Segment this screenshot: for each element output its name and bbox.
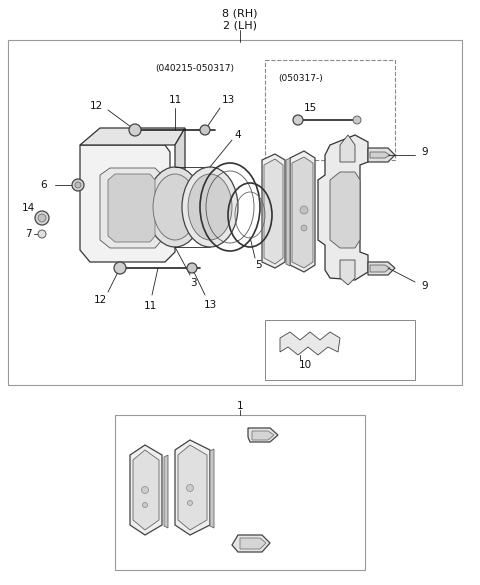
- Text: 10: 10: [299, 360, 312, 370]
- Polygon shape: [368, 262, 395, 275]
- Text: 3: 3: [190, 278, 196, 288]
- Polygon shape: [130, 445, 162, 535]
- Text: 1: 1: [237, 401, 243, 411]
- Bar: [8, 40, 462, 385]
- Circle shape: [187, 263, 197, 273]
- Bar: [265, 320, 415, 380]
- Polygon shape: [133, 450, 159, 530]
- Polygon shape: [340, 135, 355, 162]
- Text: 2 (LH): 2 (LH): [223, 21, 257, 31]
- Polygon shape: [240, 538, 266, 549]
- Text: 11: 11: [168, 95, 181, 105]
- Polygon shape: [164, 455, 168, 528]
- Polygon shape: [290, 151, 315, 272]
- Text: (050317-): (050317-): [278, 74, 323, 82]
- Circle shape: [187, 484, 193, 491]
- Ellipse shape: [147, 167, 203, 247]
- Text: 12: 12: [89, 101, 103, 111]
- Text: 11: 11: [144, 301, 156, 311]
- Ellipse shape: [153, 174, 197, 240]
- Circle shape: [143, 503, 147, 508]
- Polygon shape: [370, 152, 390, 158]
- Polygon shape: [264, 159, 283, 264]
- Polygon shape: [108, 174, 155, 242]
- Circle shape: [301, 225, 307, 231]
- Text: 4: 4: [235, 130, 241, 140]
- Text: 13: 13: [204, 300, 216, 310]
- Text: 6: 6: [41, 180, 48, 190]
- Circle shape: [142, 487, 148, 494]
- Polygon shape: [175, 128, 185, 208]
- Text: 9: 9: [422, 147, 428, 157]
- Text: 5: 5: [255, 260, 261, 270]
- Bar: [265, 60, 395, 160]
- Polygon shape: [340, 260, 355, 285]
- Polygon shape: [80, 145, 175, 262]
- Polygon shape: [232, 535, 270, 552]
- Polygon shape: [286, 158, 290, 266]
- Text: 14: 14: [22, 203, 35, 213]
- Polygon shape: [80, 128, 185, 145]
- Circle shape: [129, 124, 141, 136]
- Circle shape: [75, 182, 81, 188]
- Circle shape: [38, 230, 46, 238]
- Polygon shape: [210, 449, 214, 528]
- Polygon shape: [100, 168, 162, 248]
- Text: 13: 13: [221, 95, 235, 105]
- Circle shape: [38, 214, 46, 222]
- Polygon shape: [262, 154, 285, 268]
- Circle shape: [35, 211, 49, 225]
- Polygon shape: [292, 157, 313, 268]
- Text: 8 (RH): 8 (RH): [222, 9, 258, 19]
- Polygon shape: [252, 431, 274, 440]
- Circle shape: [300, 206, 308, 214]
- Circle shape: [353, 116, 361, 124]
- Ellipse shape: [182, 167, 238, 247]
- Text: 7: 7: [24, 229, 31, 239]
- Polygon shape: [318, 135, 368, 280]
- Circle shape: [188, 501, 192, 505]
- Bar: [115, 415, 365, 570]
- Polygon shape: [368, 148, 395, 162]
- Text: 12: 12: [94, 295, 107, 305]
- Polygon shape: [175, 440, 210, 535]
- Polygon shape: [370, 265, 390, 272]
- Polygon shape: [248, 428, 278, 442]
- Text: 9: 9: [422, 281, 428, 291]
- Circle shape: [293, 115, 303, 125]
- Ellipse shape: [188, 174, 232, 240]
- Polygon shape: [280, 332, 340, 355]
- Circle shape: [114, 262, 126, 274]
- Text: 15: 15: [303, 103, 317, 113]
- Circle shape: [72, 179, 84, 191]
- Polygon shape: [330, 172, 360, 248]
- Circle shape: [200, 125, 210, 135]
- Text: (040215-050317): (040215-050317): [155, 64, 234, 73]
- Polygon shape: [178, 445, 207, 530]
